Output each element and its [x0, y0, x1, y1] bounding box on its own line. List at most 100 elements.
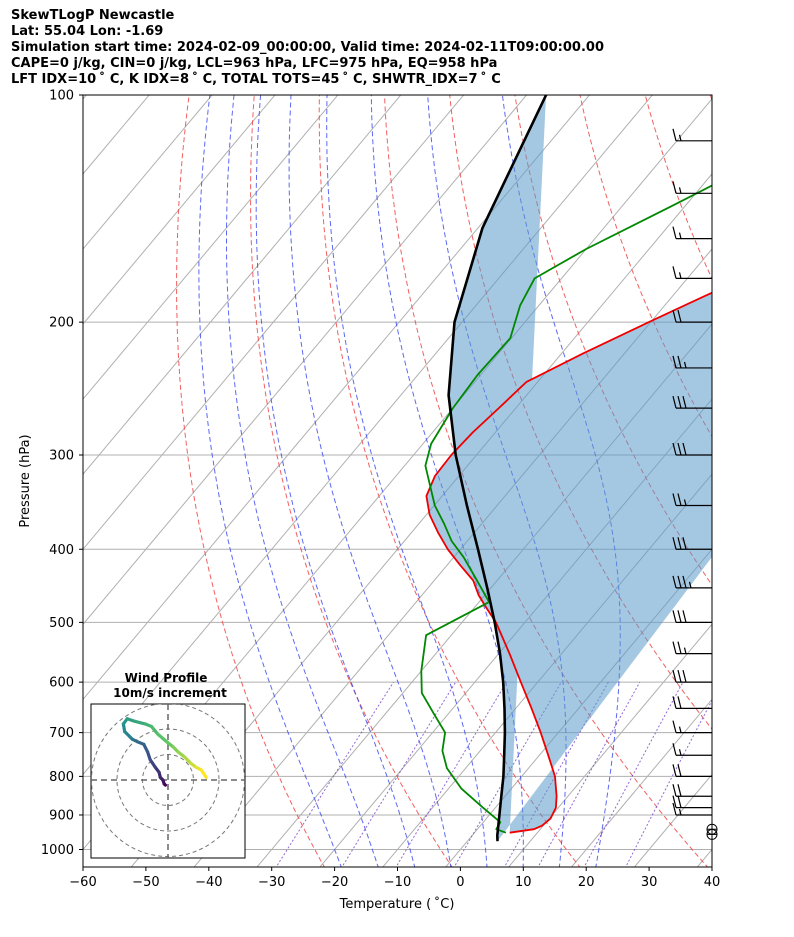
- moist-adiabat-line: [370, 95, 524, 867]
- barb-full: [677, 537, 682, 550]
- barb-full: [672, 795, 677, 808]
- barb-full: [672, 669, 677, 683]
- barb-half: [683, 499, 687, 506]
- dry-adiabat-line: [176, 95, 325, 867]
- barb-half: [678, 272, 682, 279]
- x-tick-label: 40: [704, 875, 721, 890]
- barb-half: [678, 232, 682, 239]
- isotherm-line: [83, 95, 87, 100]
- barb-full: [672, 442, 677, 456]
- wind-barb: [672, 355, 712, 369]
- x-axis-label: Temperature ( ˚C): [339, 896, 455, 912]
- moist-adiabat-line: [255, 95, 416, 867]
- moist-adiabat-line: [226, 95, 379, 867]
- mixing-ratio-line: [625, 699, 712, 867]
- wind-barb: [672, 266, 712, 279]
- barb-full: [672, 764, 677, 777]
- x-tick-label: 20: [578, 875, 595, 890]
- wind-barb: [672, 575, 712, 589]
- barb-full: [672, 641, 677, 654]
- y-axis-label: Pressure (hPa): [18, 434, 33, 527]
- wind-barb: [706, 823, 718, 835]
- barb-half: [688, 581, 692, 588]
- hodograph-subtitle: 10m/s increment: [113, 686, 227, 700]
- y-tick-label: 400: [49, 543, 74, 558]
- barb-half: [678, 726, 682, 733]
- y-tick-label: 900: [49, 808, 74, 823]
- x-tick-label: −30: [258, 875, 285, 890]
- barb-full: [672, 610, 677, 623]
- barb-half: [683, 361, 687, 369]
- barb-full: [672, 743, 677, 756]
- hodograph-segment: [149, 724, 160, 736]
- mixing-ratio-line: [341, 681, 457, 867]
- isotherm-line: [83, 95, 213, 250]
- x-tick-label: −60: [69, 875, 96, 890]
- wind-barb: [672, 669, 712, 683]
- wind-barb: [672, 226, 712, 240]
- chart-title: SkewTLogP Newcastle: [11, 8, 175, 23]
- x-tick-label: 30: [641, 875, 658, 890]
- barb-full: [672, 720, 677, 733]
- barb-full: [682, 610, 687, 623]
- indices-line: LFT IDX=10 ˚ C, K IDX=8 ˚ C, TOTAL TOTS=…: [11, 72, 501, 87]
- hodograph-segment: [156, 732, 169, 744]
- y-tick-label: 300: [49, 448, 74, 463]
- barb-full: [677, 669, 682, 683]
- barb-half: [683, 647, 687, 654]
- y-tick-label: 100: [49, 89, 74, 104]
- cin-shading: [426, 95, 712, 842]
- barb-half: [678, 808, 682, 816]
- barb-full: [677, 764, 682, 777]
- barb-full: [672, 355, 677, 369]
- wind-barb: [672, 442, 712, 456]
- barb-full: [677, 641, 682, 654]
- y-tick-label: 700: [49, 726, 74, 741]
- hodograph-inset: Wind Profile 10m/s increment: [90, 671, 246, 859]
- parcel-line: [447, 95, 548, 842]
- params-line: CAPE=0 j/kg, CIN=0 j/kg, LCL=963 hPa, LF…: [11, 56, 498, 71]
- barb-full: [677, 784, 682, 797]
- location-line: Lat: 55.04 Lon: -1.69: [11, 24, 164, 39]
- moist-adiabat-line: [326, 95, 488, 867]
- x-tick-label: −50: [132, 875, 159, 890]
- wind-barb: [672, 128, 712, 142]
- isotherm-line: [83, 95, 402, 475]
- barb-full: [677, 575, 682, 588]
- barb-full: [677, 696, 682, 709]
- barb-full: [677, 795, 682, 808]
- wind-barb: [672, 784, 712, 797]
- isotherm-line: [382, 473, 712, 867]
- wind-barb: [672, 795, 712, 809]
- wind-barb: [672, 309, 712, 323]
- barb-full: [672, 696, 677, 709]
- moist-adiabat-line: [288, 95, 452, 867]
- x-tick-label: 10: [515, 875, 532, 890]
- mixing-ratio-line: [583, 681, 684, 867]
- hodograph-segment: [199, 768, 208, 780]
- hodograph-plot: [91, 704, 245, 858]
- sounding-series: [420, 95, 712, 842]
- barb-full: [672, 226, 677, 239]
- axes: Temperature ( ˚C) Pressure (hPa) −60 −50 −…: [18, 89, 720, 913]
- barb-full: [682, 537, 687, 550]
- wind-barb: [672, 610, 712, 623]
- y-tick-label: 200: [49, 316, 74, 331]
- isotherm-line: [83, 95, 528, 626]
- barb-full: [672, 784, 677, 797]
- wind-barb: [672, 764, 712, 777]
- dry-adiabat-line: [250, 95, 453, 867]
- hodograph-title: Wind Profile: [125, 671, 208, 685]
- wind-barb: [672, 720, 712, 734]
- barb-full: [682, 395, 687, 409]
- wind-barb: [672, 641, 712, 655]
- wind-barb: [672, 181, 712, 194]
- isotherm-line: [83, 95, 465, 551]
- barb-full: [677, 442, 682, 456]
- mixing-ratio-line: [275, 681, 394, 867]
- dry-adiabat-line: [769, 78, 794, 868]
- y-tick-label: 800: [49, 770, 74, 785]
- wind-barb: [672, 802, 712, 816]
- barb-full: [677, 493, 682, 506]
- moist-adiabat-line: [198, 95, 342, 867]
